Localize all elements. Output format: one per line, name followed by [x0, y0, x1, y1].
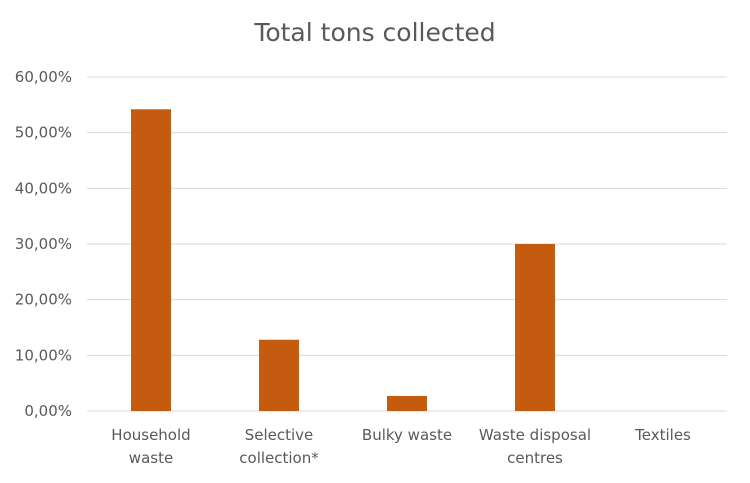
bar [515, 244, 555, 411]
chart-title: Total tons collected [254, 18, 496, 47]
x-tick-label: centres [507, 449, 563, 467]
x-tick-label: Waste disposal [479, 426, 591, 444]
y-tick-label: 0,00% [24, 402, 72, 420]
x-tick-label: Bulky waste [362, 426, 452, 444]
y-tick-label: 40,00% [15, 179, 72, 197]
y-tick-label: 60,00% [15, 68, 72, 86]
x-tick-label: Textiles [634, 426, 691, 444]
bar [259, 339, 299, 411]
bar [131, 109, 171, 411]
x-tick-label: Selective [245, 426, 314, 444]
y-tick-label: 30,00% [15, 235, 72, 253]
x-tick-label: Household [111, 426, 190, 444]
y-tick-label: 20,00% [15, 291, 72, 309]
y-tick-label: 50,00% [15, 124, 72, 142]
x-tick-label: waste [129, 449, 173, 467]
x-tick-label: collection* [239, 449, 319, 467]
y-tick-label: 10,00% [15, 346, 72, 364]
bar [387, 395, 427, 411]
